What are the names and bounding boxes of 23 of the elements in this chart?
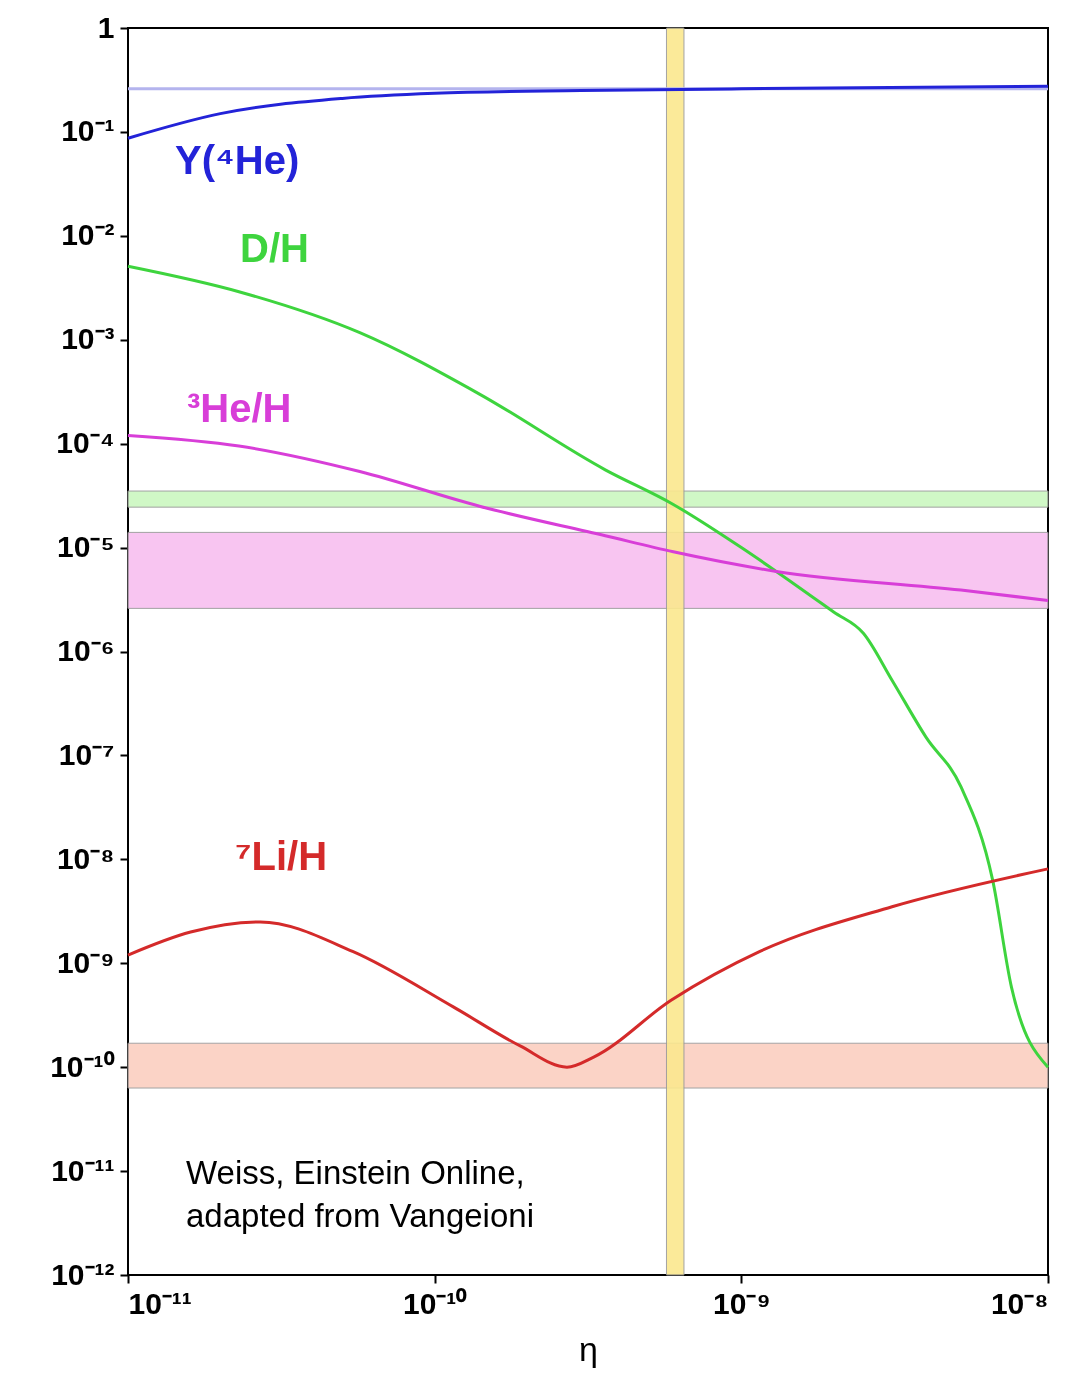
x-tick-label: 10⁻¹⁰ [402, 1286, 468, 1320]
y-tick-label: 10⁻¹⁰ [50, 1049, 115, 1083]
y-tick-label: 1 [97, 10, 115, 44]
y-tick-label: 10⁻⁶ [57, 634, 115, 667]
series-label: ⁷Li/H [235, 834, 328, 878]
y-tick-label: 10⁻⁷ [58, 737, 115, 771]
y-tick-label: 10⁻³ [61, 322, 115, 356]
y-tick-label: 10⁻² [61, 218, 115, 252]
y-tick-label: 10⁻⁸ [56, 841, 115, 875]
x-axis-title: η [579, 1329, 598, 1368]
series-label: ³He/H [187, 386, 292, 430]
series-label: Y(⁴He) [175, 138, 300, 182]
y-tick-label: 10⁻¹² [51, 1257, 115, 1291]
x-tick-label: 10⁻⁸ [990, 1286, 1049, 1320]
y-tick-label: 10⁻¹¹ [51, 1153, 115, 1187]
x-tick-label: 10⁻¹¹ [128, 1286, 192, 1320]
annotation: Weiss, Einstein Online, adapted from Vangeioni [186, 1154, 534, 1234]
y-tick-label: 10⁻⁵ [57, 530, 115, 564]
y-tick-label: 10⁻⁹ [56, 945, 115, 979]
series-label: D/H [240, 226, 309, 270]
y-tick-label: 10⁻⁴ [56, 426, 115, 460]
x-tick-label: 10⁻⁹ [713, 1286, 771, 1320]
y-tick-label: 10⁻¹ [61, 114, 115, 148]
